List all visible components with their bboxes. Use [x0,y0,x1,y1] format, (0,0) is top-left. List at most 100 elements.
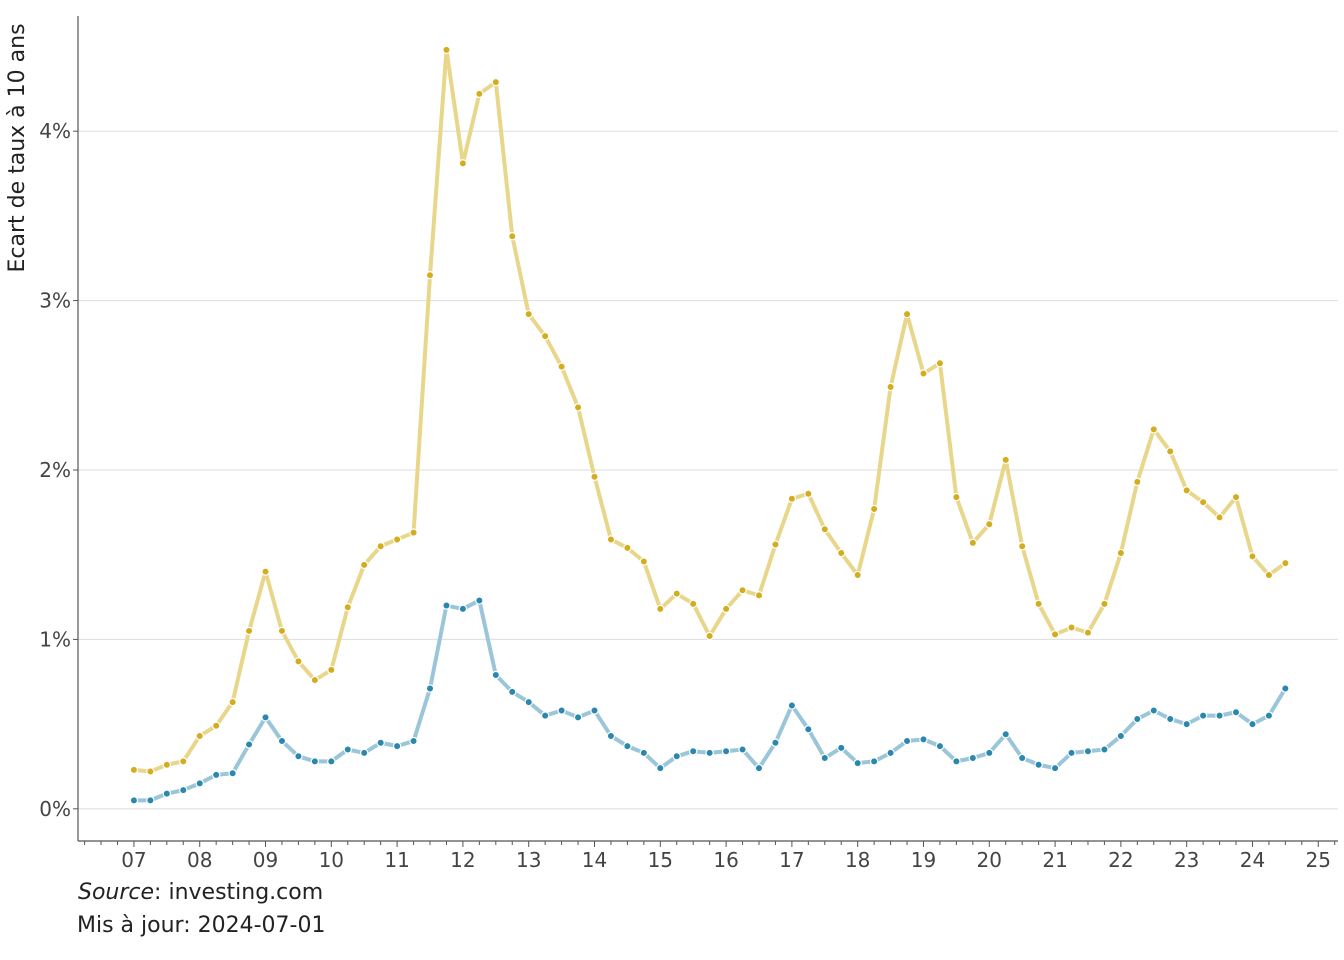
x-tick-label: 16 [713,848,738,872]
series-2-point [738,745,747,754]
series-1-point [886,382,895,392]
series-1-point [1050,630,1060,639]
series-2-point [968,753,978,763]
series-1-point [1215,513,1224,522]
series-2-point [952,757,961,766]
series-1-point [1149,425,1158,434]
series-1-point [606,535,616,544]
series-1-point [1231,492,1241,502]
series-2-point [820,753,829,763]
series-2-point [721,747,731,756]
series-1-point [837,548,846,558]
series-2-point [360,748,369,758]
series-1-point [294,657,303,666]
series-1-point [277,626,287,636]
y-tick-label: 3% [39,289,71,313]
series-1-point [1198,497,1208,507]
x-tick-label: 25 [1306,848,1331,872]
series-2-point [162,789,172,798]
series-1-point [968,538,978,548]
x-axis-ticks: 07 08 09 10 11 12 13 14 15 16 17 18 19 20 21 22 23 24 25 [84,841,1336,872]
x-tick-label: 12 [450,848,475,872]
series-2-point [1017,753,1027,763]
series-1-point [787,494,797,504]
series-1-point [491,77,501,87]
series-1-point [310,675,320,685]
y-axis-ticks: 0% 1% 2% 3% 4% [39,119,78,821]
series-1-point [573,403,583,412]
series-2-point [1067,748,1076,758]
series-1-point [409,528,418,537]
series-2-point [442,601,451,610]
series-1-point [771,540,780,549]
series-2-point [771,738,780,747]
series-2-point [261,713,270,722]
x-tick-label: 07 [121,848,146,872]
x-tick-label: 18 [845,848,870,872]
series-1-point [853,570,862,580]
series-2-point [376,738,385,747]
series-1-point [590,472,599,481]
series-2-point [244,740,254,749]
series-2-point [540,711,550,720]
series-1-point [869,504,879,514]
series-2-point [392,741,402,751]
series-2-point [623,741,632,751]
series-2-point [573,713,583,722]
series-2-point [425,684,435,693]
series-2-point [327,757,336,766]
series-1-point [1264,570,1274,580]
series-2-point [508,687,517,697]
series-2-point [1149,706,1158,715]
series-1-point [179,757,188,766]
series-2-point [1001,730,1010,739]
series-2-point [1083,747,1093,756]
series-2-point [228,769,237,778]
x-tick-label: 21 [1042,848,1067,872]
series-1-point [1182,486,1191,495]
series-2-point [639,748,649,758]
series-1-point [804,489,813,498]
series-2-point [458,604,468,614]
y-axis-title: Ecart de taux à 10 ans [5,23,30,272]
series-2-point [343,745,352,754]
series-1-point [425,270,435,280]
series-2-point [1182,719,1191,729]
series-2-point [1231,708,1241,717]
series-1-point [392,535,402,544]
series-1-point [738,586,747,595]
series-2-point [1166,714,1175,724]
x-tick-label: 19 [911,848,936,872]
series-1-point [211,721,221,731]
series-2-point [869,757,879,766]
series-2-point [1050,763,1060,773]
series-1-point [919,369,928,378]
y-tick-label: 0% [39,797,71,821]
source-caption: Source: investing.com [78,880,323,905]
series-layer [129,45,1290,805]
series-2-point [837,743,846,753]
series-1-point [1034,599,1043,609]
x-tick-label: 11 [384,848,409,872]
series-1-point [639,557,649,566]
series-1-point [343,603,352,612]
series-1-point [688,599,698,609]
series-2-point [1100,745,1109,754]
axes [77,16,1338,842]
series-2-point [294,752,303,761]
series-1-point [162,760,172,769]
x-tick-label: 09 [253,848,278,872]
series-2-point [985,748,994,758]
series-1-point [146,767,155,776]
series-2-point [1034,760,1043,769]
series-1-point [1067,623,1076,632]
series-1-point [1100,599,1109,609]
series-2-point [310,757,320,766]
series-1-point [1001,455,1010,465]
series-2-point [787,701,797,710]
series-1-point [376,542,385,551]
series-2-point [557,706,566,715]
y-tick-label: 4% [39,119,71,143]
series-2-point [1215,711,1224,720]
series-2-point [705,748,714,758]
